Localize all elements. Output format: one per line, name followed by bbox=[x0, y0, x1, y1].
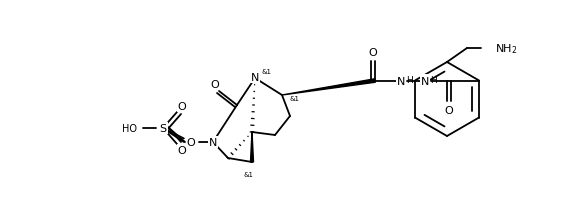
Text: O: O bbox=[211, 80, 219, 89]
Text: O: O bbox=[445, 105, 453, 115]
Text: &1: &1 bbox=[290, 96, 300, 101]
Text: N: N bbox=[251, 73, 259, 83]
Text: H: H bbox=[430, 76, 437, 85]
Text: O: O bbox=[369, 47, 377, 57]
Text: H: H bbox=[406, 76, 413, 85]
Polygon shape bbox=[282, 79, 375, 96]
Text: N: N bbox=[421, 76, 429, 86]
Text: O: O bbox=[178, 145, 186, 155]
Text: NH$_2$: NH$_2$ bbox=[495, 42, 518, 56]
Text: N: N bbox=[209, 137, 217, 147]
Text: O: O bbox=[186, 137, 196, 147]
Text: N: N bbox=[397, 76, 405, 86]
Text: O: O bbox=[178, 101, 186, 112]
Polygon shape bbox=[250, 132, 254, 162]
Text: &1: &1 bbox=[262, 69, 272, 75]
Text: HO: HO bbox=[121, 123, 136, 133]
Text: &1: &1 bbox=[243, 171, 253, 177]
Text: S: S bbox=[160, 123, 166, 133]
